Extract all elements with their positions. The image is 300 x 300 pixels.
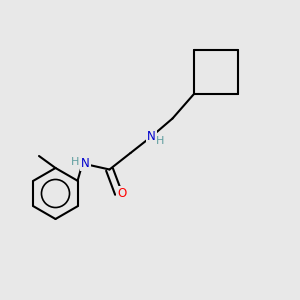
Text: O: O bbox=[118, 187, 127, 200]
Text: H: H bbox=[156, 136, 164, 146]
Text: N: N bbox=[81, 157, 90, 170]
Text: H: H bbox=[71, 157, 79, 167]
Text: N: N bbox=[147, 130, 156, 143]
